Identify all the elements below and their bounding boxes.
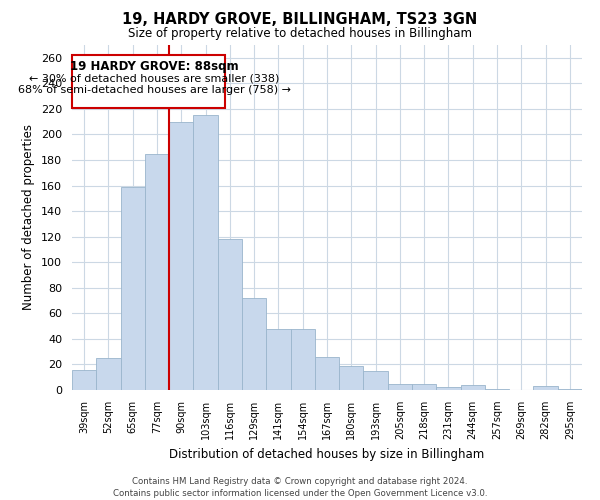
Bar [72,370,96,390]
Bar [388,384,412,390]
Bar [96,358,121,390]
Bar [461,385,485,390]
Text: 19, HARDY GROVE, BILLINGHAM, TS23 3GN: 19, HARDY GROVE, BILLINGHAM, TS23 3GN [122,12,478,28]
Bar [193,116,218,390]
Bar [145,154,169,390]
Bar [558,388,582,390]
X-axis label: Distribution of detached houses by size in Billingham: Distribution of detached houses by size … [169,448,485,460]
Bar [364,371,388,390]
Bar [290,328,315,390]
Text: ← 30% of detached houses are smaller (338): ← 30% of detached houses are smaller (33… [29,73,280,83]
Y-axis label: Number of detached properties: Number of detached properties [22,124,35,310]
Text: 68% of semi-detached houses are larger (758) →: 68% of semi-detached houses are larger (… [18,84,291,94]
Bar [266,328,290,390]
Bar [412,384,436,390]
Bar [436,388,461,390]
Text: Contains HM Land Registry data © Crown copyright and database right 2024.
Contai: Contains HM Land Registry data © Crown c… [113,476,487,498]
Bar [485,388,509,390]
Bar [339,366,364,390]
Text: Size of property relative to detached houses in Billingham: Size of property relative to detached ho… [128,26,472,40]
Text: 19 HARDY GROVE: 88sqm: 19 HARDY GROVE: 88sqm [70,60,239,74]
Bar [533,386,558,390]
Bar [121,187,145,390]
Bar [242,298,266,390]
Bar [218,239,242,390]
Bar [169,122,193,390]
Bar [315,357,339,390]
FancyBboxPatch shape [73,55,226,108]
